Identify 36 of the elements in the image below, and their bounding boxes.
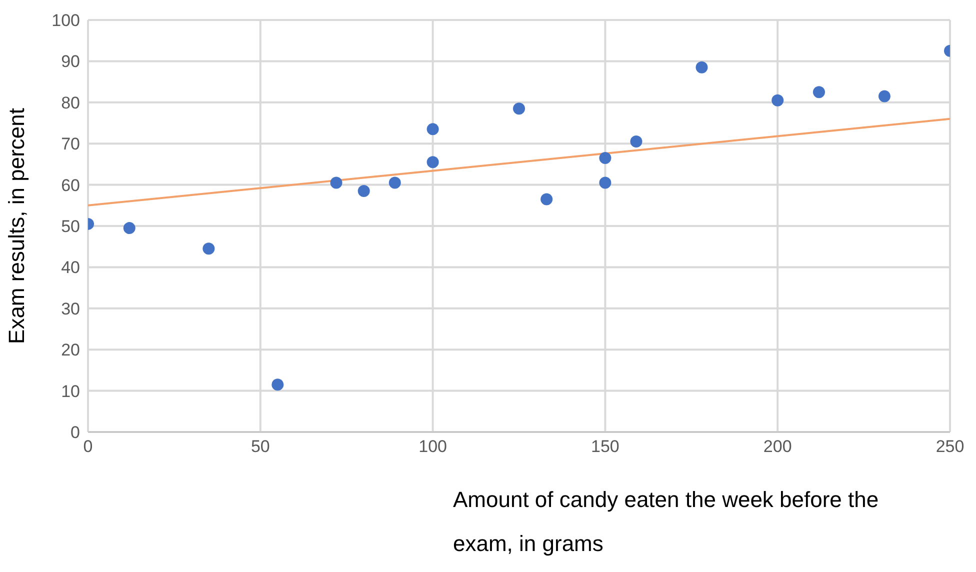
x-tick-label: 100 — [418, 437, 447, 456]
point — [272, 378, 284, 391]
point — [878, 90, 890, 102]
y-tick-label: 70 — [61, 134, 80, 154]
y-axis-title: Exam results, in percent — [4, 108, 29, 344]
point — [426, 123, 439, 136]
y-tick-label: 10 — [61, 382, 80, 401]
point — [599, 176, 612, 189]
point — [388, 176, 401, 189]
point — [599, 152, 612, 164]
point — [358, 184, 370, 197]
y-tick-label: 20 — [61, 340, 80, 360]
y-tick-label: 80 — [61, 93, 80, 112]
x-tick-label: 50 — [250, 437, 270, 456]
point — [330, 176, 342, 189]
point — [202, 242, 215, 255]
y-tick-label: 60 — [61, 176, 80, 195]
point — [630, 136, 642, 148]
x-tick-label: 0 — [83, 437, 93, 456]
point — [812, 86, 825, 98]
y-tick-label: 90 — [61, 52, 80, 72]
x-tick-label: 150 — [591, 437, 620, 456]
x-tick-label: 250 — [936, 437, 964, 456]
point — [772, 94, 784, 106]
point — [540, 193, 553, 206]
x-tick-label: 200 — [763, 437, 792, 456]
point — [426, 156, 439, 168]
point — [123, 222, 136, 234]
y-tick-label: 0 — [70, 423, 80, 442]
y-tick-label: 30 — [61, 299, 80, 318]
y-tick-label: 50 — [61, 217, 80, 236]
point — [696, 61, 708, 74]
y-tick-label: 100 — [52, 11, 80, 30]
point — [513, 102, 525, 115]
x-axis-title: Amount of candy eaten the week before the exam, in grams — [453, 486, 880, 558]
y-tick-label: 40 — [61, 258, 80, 278]
